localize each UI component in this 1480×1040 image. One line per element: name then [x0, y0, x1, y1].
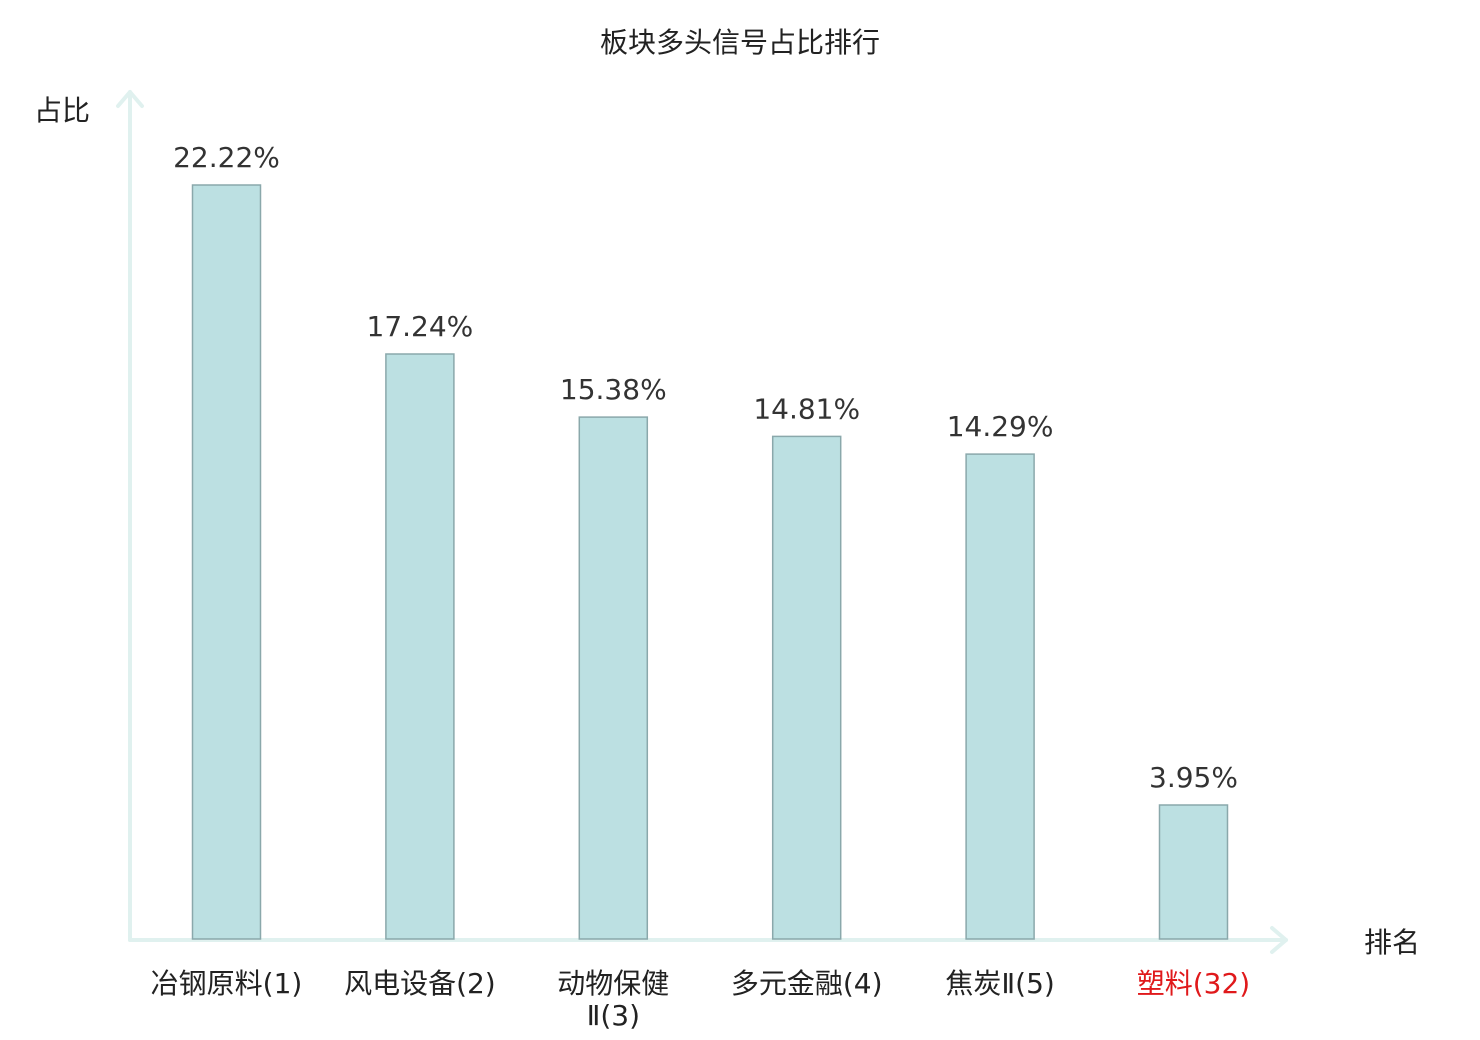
bar-value-label: 14.29%: [947, 410, 1054, 443]
x-tick-label: 焦炭Ⅱ(5): [945, 967, 1054, 1000]
bar-5: [965, 453, 1035, 940]
x-tick-label: 冶钢原料(1): [151, 967, 303, 1000]
bar-3: [578, 416, 649, 940]
x-tick-label: Ⅱ(3): [587, 999, 640, 1032]
x-tick-label: 塑料(32): [1137, 967, 1250, 1000]
y-axis-arrow-icon: [116, 90, 144, 108]
bars-group: [191, 184, 1229, 940]
x-axis-title: 排名: [1364, 926, 1420, 959]
bar-2: [385, 353, 455, 940]
x-tick-label: 风电设备(2): [344, 967, 496, 1000]
chart-title: 板块多头信号占比排行: [600, 26, 880, 59]
bar-value-label: 17.24%: [367, 310, 474, 343]
x-tick-label: 多元金融(4): [731, 967, 883, 1000]
x-axis-arrow-icon: [1270, 926, 1288, 954]
bar-value-label: 15.38%: [560, 373, 667, 406]
bar-value-label: 14.81%: [753, 392, 860, 425]
x-tick-label: 动物保健: [557, 967, 669, 1000]
bar-4: [771, 435, 842, 940]
value-labels-group: 22.22% 17.24% 15.38% 14.81% 14.29% 3.95%: [173, 141, 1238, 794]
bar-6: [1158, 804, 1229, 940]
y-axis-title: 占比: [34, 94, 90, 127]
bar-value-label: 22.22%: [173, 141, 280, 174]
bar-1: [191, 184, 262, 940]
bar-value-label: 3.95%: [1149, 761, 1238, 794]
